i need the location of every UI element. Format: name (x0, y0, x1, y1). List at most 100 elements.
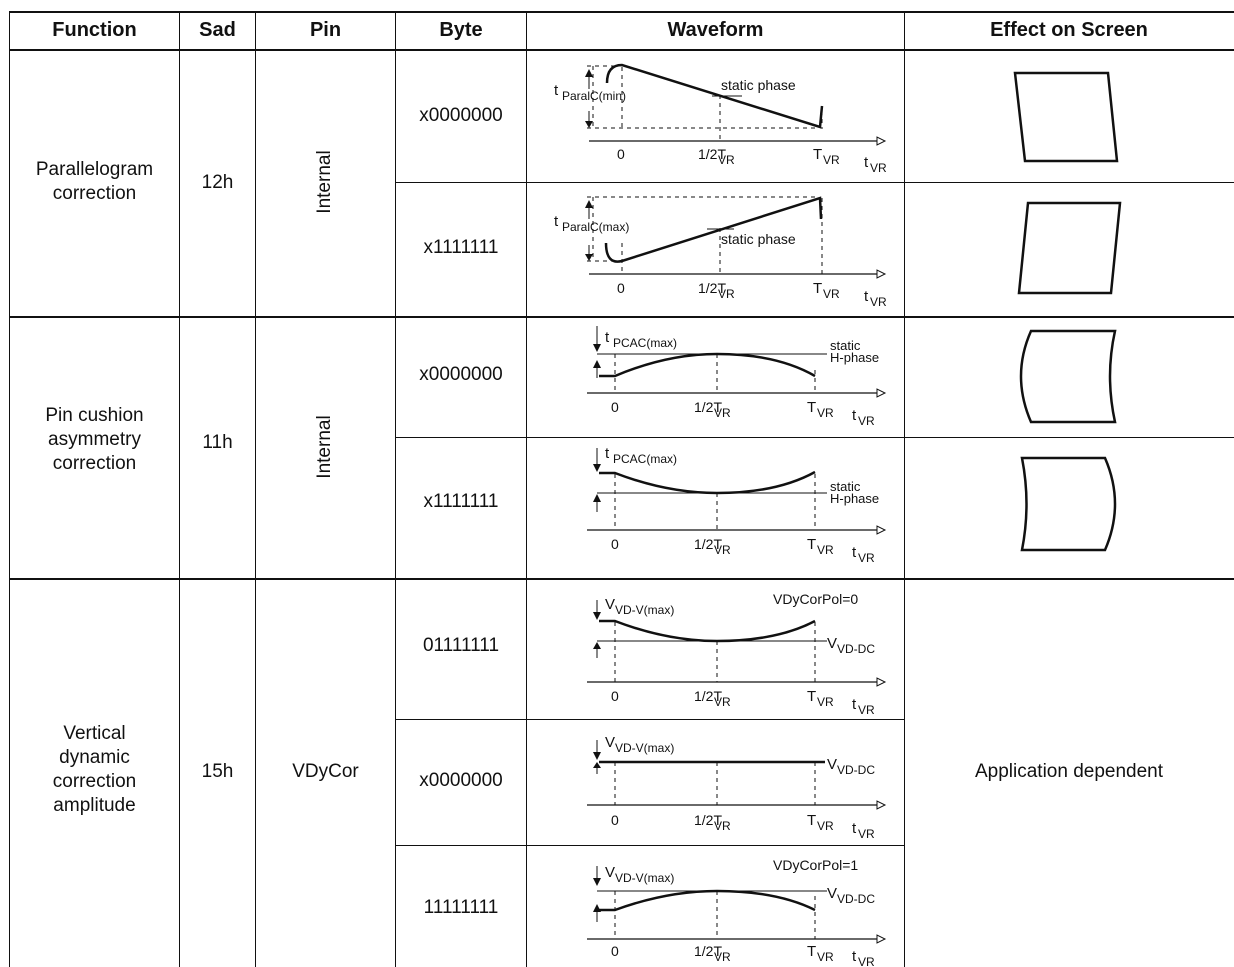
axis-half-sub: VR (714, 695, 731, 709)
waveform-note: static phase (721, 77, 796, 93)
pin-cell: Internal (314, 415, 335, 479)
axis-zero: 0 (611, 812, 619, 828)
axis-end-sub: VR (817, 406, 834, 420)
waveform-vdycor-pol1: V VD-V(max) VDyCorPol=1 V VD-DC 0 1/2T V… (587, 857, 887, 967)
column-divider (179, 11, 180, 967)
waveform-pcac-min: t PCAC(max) static H-phase 0 1/2T VR T V… (587, 326, 887, 428)
axis-zero: 0 (611, 399, 619, 415)
axis-t-sub: VR (870, 295, 887, 309)
waveform-label: V (605, 864, 615, 881)
pin-cell: Internal (314, 150, 335, 214)
axis-zero: 0 (611, 536, 619, 552)
header-sad: Sad (199, 19, 236, 41)
function-cell: Vertical dynamic correction amplitude (10, 722, 179, 818)
axis-t-sub: VR (858, 703, 875, 717)
waveform-note: static (830, 338, 861, 353)
waveform-label: t (554, 213, 559, 230)
byte-cell: x1111111 (423, 491, 499, 512)
row-divider (395, 845, 905, 846)
waveform-label: t (605, 329, 610, 346)
axis-half: 1/2T (694, 688, 722, 704)
byte-cell: x0000000 (419, 364, 503, 385)
function-cell: Pin cushion asymmetry correction (10, 404, 179, 476)
axis-zero: 0 (617, 280, 625, 296)
function-text: Parallelogram correction (35, 159, 154, 204)
axis-t: t (852, 948, 857, 965)
screen-effect-parallelogram-right (1017, 201, 1122, 295)
polarity-label: VDyCorPol=0 (773, 591, 858, 607)
axis-t: t (852, 544, 857, 561)
dc-label-sub: VD-DC (837, 763, 875, 777)
function-cell: Parallelogram correction (10, 158, 179, 206)
byte-cell: 01111111 (422, 635, 500, 656)
axis-end: T (807, 536, 816, 553)
axis-end: T (807, 812, 816, 829)
waveform-label-sub: VD-V(max) (615, 603, 674, 617)
axis-end: T (807, 688, 816, 705)
waveform-parallelogram-min: t ParalC(min) static phase 0 1/2T VR T V… (554, 63, 887, 175)
axis-end-sub: VR (817, 695, 834, 709)
axis-end-sub: VR (817, 543, 834, 557)
column-divider (9, 11, 10, 967)
waveform-parallelogram-max: t ParalC(max) static phase 0 1/2T VR T V… (554, 196, 887, 309)
dc-label-sub: VD-DC (837, 892, 875, 906)
header-waveform: Waveform (667, 19, 764, 41)
group-divider (9, 578, 1234, 580)
table-top-border (9, 11, 1234, 13)
row-divider (395, 437, 1234, 438)
axis-end-sub: VR (817, 950, 834, 964)
header-bottom-border (9, 49, 1234, 51)
sad-cell: 15h (201, 761, 234, 782)
axis-half-sub: VR (718, 287, 735, 301)
axis-t: t (852, 696, 857, 713)
axis-end: T (807, 399, 816, 416)
screen-effect-parallelogram-left (1013, 71, 1119, 163)
sad-cell: 12h (201, 172, 234, 193)
row-divider (395, 182, 1234, 183)
byte-cell: x0000000 (419, 770, 503, 791)
waveform-label-sub: VD-V(max) (615, 741, 674, 755)
axis-half-sub: VR (714, 406, 731, 420)
header-function: Function (52, 19, 137, 41)
function-text: Vertical dynamic correction amplitude (52, 723, 137, 816)
waveform-label-sub: PCAC(max) (613, 452, 677, 466)
waveform-label: V (605, 596, 615, 613)
axis-half: 1/2T (698, 146, 726, 162)
waveform-label-sub: ParalC(max) (562, 220, 629, 234)
axis-end-sub: VR (823, 287, 840, 301)
axis-t-sub: VR (858, 827, 875, 841)
header-pin: Pin (309, 19, 342, 41)
column-divider (526, 11, 527, 967)
waveform-label-sub: VD-V(max) (615, 871, 674, 885)
waveform-note: static (830, 479, 861, 494)
sad-cell: 11h (202, 432, 233, 453)
waveform-label: t (605, 445, 610, 462)
axis-zero: 0 (617, 146, 625, 162)
byte-cell: 11111111 (423, 897, 499, 918)
axis-end-sub: VR (823, 153, 840, 167)
waveform-label: V (605, 734, 615, 751)
waveform-note: H-phase (830, 491, 879, 506)
column-divider (255, 11, 256, 967)
waveform-note: H-phase (830, 350, 879, 365)
axis-half-sub: VR (714, 543, 731, 557)
screen-effect-pincushion-right (1020, 456, 1117, 552)
dc-label: V (827, 885, 837, 902)
polarity-label: VDyCorPol=1 (773, 857, 858, 873)
axis-end-sub: VR (817, 819, 834, 833)
waveform-pcac-max: t PCAC(max) static H-phase 0 1/2T VR T V… (587, 445, 887, 565)
pin-cell: VDyCor (292, 761, 359, 782)
axis-t: t (864, 288, 869, 305)
axis-half: 1/2T (694, 536, 722, 552)
waveform-vdycor-zero: V VD-V(max) V VD-DC 0 1/2T VR T VR t VR (587, 734, 887, 841)
byte-cell: x1111111 (423, 237, 499, 258)
header-byte: Byte (439, 19, 483, 41)
dc-label: V (827, 756, 837, 773)
function-text: Pin cushion asymmetry correction (45, 405, 144, 474)
axis-half: 1/2T (694, 943, 722, 959)
column-divider (904, 11, 905, 967)
axis-half-sub: VR (714, 950, 731, 964)
axis-zero: 0 (611, 943, 619, 959)
axis-t-sub: VR (858, 551, 875, 565)
axis-end: T (813, 146, 822, 163)
